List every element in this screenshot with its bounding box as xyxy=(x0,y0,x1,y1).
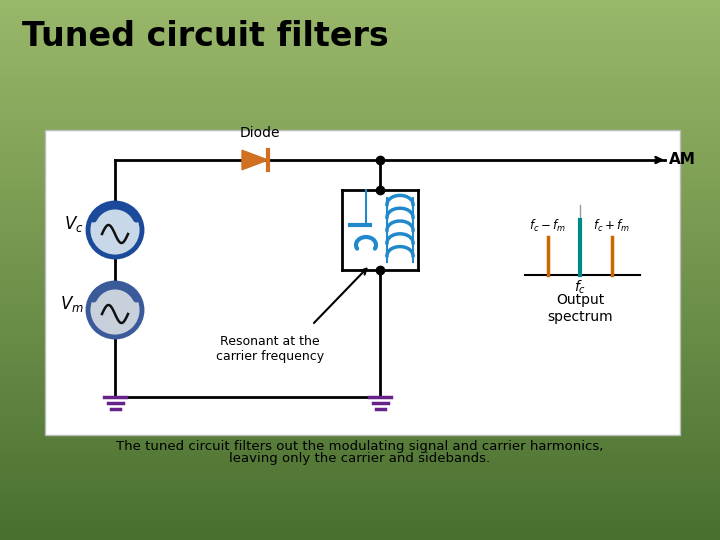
Text: $f_c + f_m$: $f_c + f_m$ xyxy=(593,218,631,234)
Circle shape xyxy=(88,203,142,257)
Text: $V_m$: $V_m$ xyxy=(60,294,84,314)
Text: Output
spectrum: Output spectrum xyxy=(547,293,613,325)
Bar xyxy=(45,130,680,435)
Text: Tuned circuit filters: Tuned circuit filters xyxy=(22,20,389,53)
Text: leaving only the carrier and sidebands.: leaving only the carrier and sidebands. xyxy=(230,452,490,465)
Text: Diode: Diode xyxy=(240,126,280,140)
Text: $V_c$: $V_c$ xyxy=(64,214,84,234)
Text: $f_c$: $f_c$ xyxy=(574,279,586,296)
Text: Resonant at the
carrier frequency: Resonant at the carrier frequency xyxy=(216,335,324,363)
Polygon shape xyxy=(242,150,268,170)
Circle shape xyxy=(88,283,142,337)
Text: The tuned circuit filters out the modulating signal and carrier harmonics,: The tuned circuit filters out the modula… xyxy=(117,440,603,453)
Text: $f_c - f_m$: $f_c - f_m$ xyxy=(529,218,567,234)
Text: AM: AM xyxy=(669,152,696,167)
